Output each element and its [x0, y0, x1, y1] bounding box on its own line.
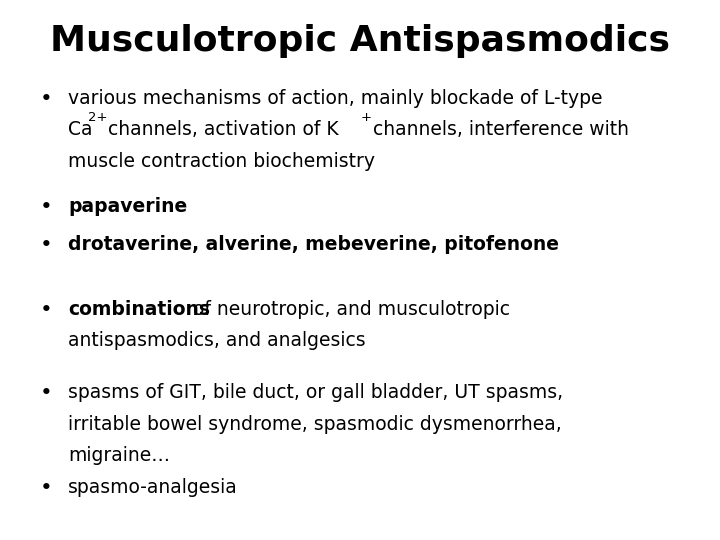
- Text: channels, interference with: channels, interference with: [367, 120, 629, 139]
- Text: channels, activation of K: channels, activation of K: [102, 120, 339, 139]
- Text: muscle contraction biochemistry: muscle contraction biochemistry: [68, 152, 375, 171]
- Text: antispasmodics, and analgesics: antispasmodics, and analgesics: [68, 331, 366, 350]
- Text: •: •: [40, 478, 53, 498]
- Text: spasmo-analgesia: spasmo-analgesia: [68, 478, 238, 497]
- Text: drotaverine, alverine, mebeverine, pitofenone: drotaverine, alverine, mebeverine, pitof…: [68, 235, 559, 254]
- Text: +: +: [360, 111, 372, 124]
- Text: 2+: 2+: [89, 111, 108, 124]
- Text: of neurotropic, and musculotropic: of neurotropic, and musculotropic: [187, 300, 510, 319]
- Text: papaverine: papaverine: [68, 197, 188, 216]
- Text: •: •: [40, 235, 53, 255]
- Text: irritable bowel syndrome, spasmodic dysmenorrhea,: irritable bowel syndrome, spasmodic dysm…: [68, 415, 562, 434]
- Text: Musculotropic Antispasmodics: Musculotropic Antispasmodics: [50, 24, 670, 58]
- Text: •: •: [40, 383, 53, 403]
- Text: •: •: [40, 300, 53, 320]
- Text: •: •: [40, 89, 53, 109]
- Text: migraine…: migraine…: [68, 446, 171, 465]
- Text: Ca: Ca: [68, 120, 93, 139]
- Text: spasms of GIT, bile duct, or gall bladder, UT spasms,: spasms of GIT, bile duct, or gall bladde…: [68, 383, 564, 402]
- Text: •: •: [40, 197, 53, 217]
- Text: various mechanisms of action, mainly blockade of L-type: various mechanisms of action, mainly blo…: [68, 89, 603, 108]
- Text: combinations: combinations: [68, 300, 210, 319]
